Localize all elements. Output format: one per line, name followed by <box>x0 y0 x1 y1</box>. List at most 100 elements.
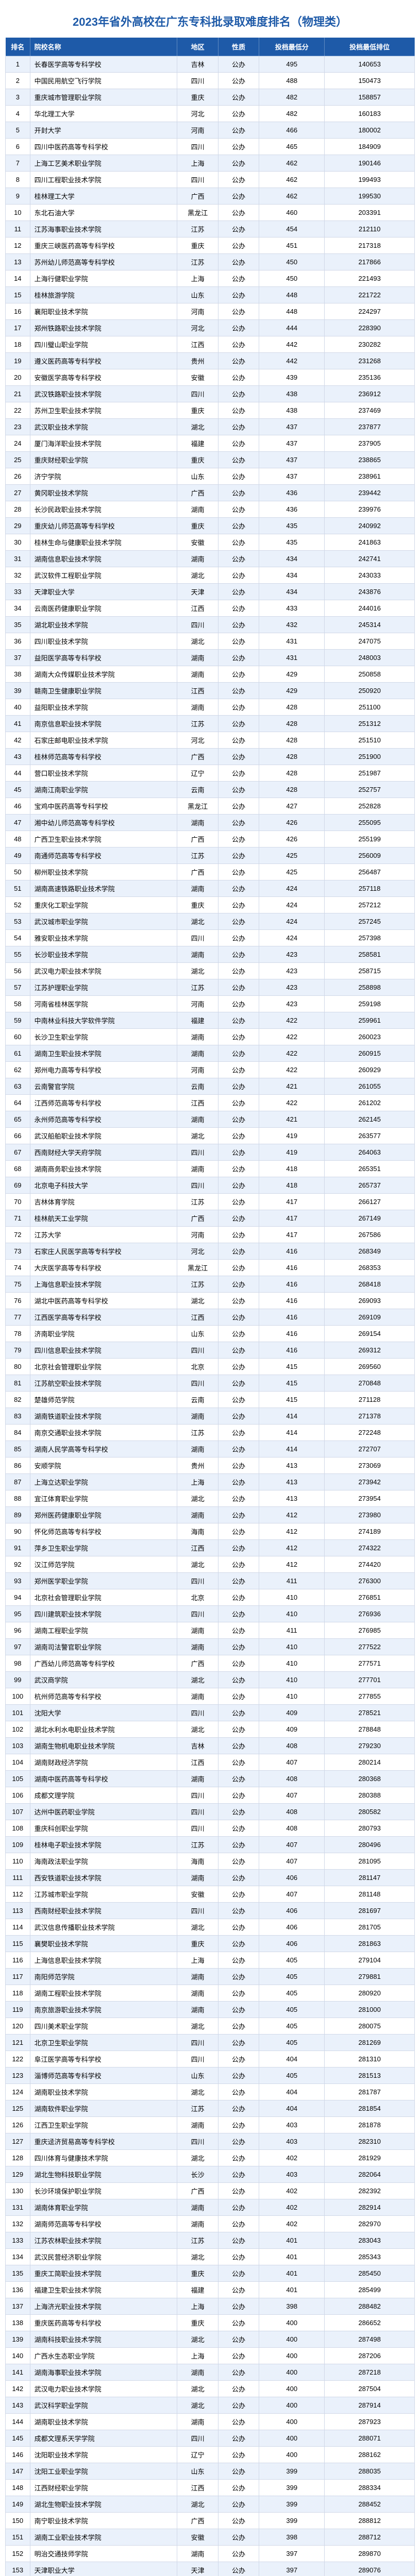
table-row: 57江苏护理职业学院江苏公办423258898 <box>6 979 415 996</box>
cell: 公办 <box>218 1523 259 1540</box>
cell: 415 <box>259 1375 325 1392</box>
cell: 108 <box>6 1820 30 1837</box>
cell: 422 <box>259 1095 325 1111</box>
table-row: 12重庆三峡医药高等专科学校重庆公办451217318 <box>6 238 415 254</box>
cell: 127 <box>6 2133 30 2150</box>
cell: 81 <box>6 1375 30 1392</box>
cell: 60 <box>6 1029 30 1045</box>
cell: 重庆 <box>177 2315 218 2331</box>
cell: 401 <box>259 2282 325 2298</box>
cell: 沈阳工业职业学院 <box>30 2463 177 2480</box>
cell: 湖南 <box>177 1029 218 1045</box>
cell: 143 <box>6 2397 30 2414</box>
table-row: 62郑州电力高等专科学校河南公办422260929 <box>6 1062 415 1078</box>
table-row: 18四川璧山职业学院江西公办442230282 <box>6 336 415 353</box>
cell: 湖南 <box>177 501 218 518</box>
table-row: 13苏州幼儿师范高等专科学校江苏公办450217866 <box>6 254 415 270</box>
cell: 公办 <box>218 2496 259 2513</box>
cell: 湖南司法警官职业学院 <box>30 1639 177 1655</box>
table-row: 21武汉铁路职业技术学院四川公办438236912 <box>6 386 415 402</box>
table-row: 122阜江医学高等专科学校四川公办404281310 <box>6 2051 415 2067</box>
cell: 448 <box>259 287 325 303</box>
table-row: 153天津职业大学天津公办397289076 <box>6 2562 415 2576</box>
table-row: 113西南财经职业技术学院四川公办406281697 <box>6 1903 415 1919</box>
table-row: 14上海行健职业学院上海公办450221493 <box>6 270 415 287</box>
cell: 四川 <box>177 1903 218 1919</box>
cell: 32 <box>6 567 30 584</box>
table-row: 88宜江体育职业学院湖北公办413273954 <box>6 1490 415 1507</box>
cell: 公办 <box>218 2546 259 2562</box>
cell: 湖北 <box>177 2150 218 2166</box>
cell: 282914 <box>325 2199 415 2216</box>
cell: 11 <box>6 221 30 238</box>
cell: 成都文理学院 <box>30 1787 177 1804</box>
cell: 公办 <box>218 1293 259 1309</box>
cell: 公办 <box>218 1606 259 1622</box>
cell: 417 <box>259 1210 325 1227</box>
cell: 沈阳大学 <box>30 1705 177 1721</box>
cell: 401 <box>259 2232 325 2249</box>
cell: 公办 <box>218 979 259 996</box>
cell: 88 <box>6 1490 30 1507</box>
cell: 265737 <box>325 1177 415 1194</box>
table-row: 115襄樊职业技术学院重庆公办406281863 <box>6 1936 415 1952</box>
cell: 公办 <box>218 534 259 551</box>
cell: 482 <box>259 89 325 106</box>
cell: 公办 <box>218 633 259 650</box>
cell: 公办 <box>218 963 259 979</box>
cell: 264063 <box>325 1144 415 1161</box>
cell: 湖南 <box>177 551 218 567</box>
cell: 湖南 <box>177 1622 218 1639</box>
cell: 辽宁 <box>177 2447 218 2463</box>
cell: 4 <box>6 106 30 122</box>
cell: 湖南 <box>177 880 218 897</box>
cell: 公办 <box>218 402 259 419</box>
cell: 106 <box>6 1787 30 1804</box>
cell: 四川璧山职业学院 <box>30 336 177 353</box>
cell: 121 <box>6 2035 30 2051</box>
cell: 公办 <box>218 435 259 452</box>
table-row: 112江苏城市职业学院安徽公办407281148 <box>6 1886 415 1903</box>
cell: 282310 <box>325 2133 415 2150</box>
cell: 湖南 <box>177 1111 218 1128</box>
table-row: 20安徽医学高等专科学校安徽公办439235136 <box>6 369 415 386</box>
cell: 四川工程职业技术学院 <box>30 172 177 188</box>
cell: 280214 <box>325 1754 415 1771</box>
cell: 山东 <box>177 468 218 485</box>
cell: 406 <box>259 1919 325 1936</box>
cell: 495 <box>259 56 325 73</box>
cell: 454 <box>259 221 325 238</box>
cell: 公办 <box>218 1490 259 1507</box>
cell: 269560 <box>325 1359 415 1375</box>
cell: 公办 <box>218 2364 259 2381</box>
cell: 公办 <box>218 1738 259 1754</box>
cell: 243033 <box>325 567 415 584</box>
cell: 湖北 <box>177 963 218 979</box>
table-row: 8四川工程职业技术学院四川公办462199493 <box>6 172 415 188</box>
table-row: 64江西师范高等专科学校江西公办422261202 <box>6 1095 415 1111</box>
cell: 102 <box>6 1721 30 1738</box>
table-row: 87上海立达职业学院上海公办413273942 <box>6 1474 415 1490</box>
cell: 424 <box>259 913 325 930</box>
table-row: 38湖南大众传媒职业技术学院湖南公办429250858 <box>6 666 415 683</box>
cell: 117 <box>6 1969 30 1985</box>
cell: 公办 <box>218 1144 259 1161</box>
cell: 公办 <box>218 650 259 666</box>
cell: 公办 <box>218 452 259 468</box>
table-row: 16襄阳职业技术学院河南公办448224297 <box>6 303 415 320</box>
cell: 46 <box>6 798 30 815</box>
cell: 长春医学高等专科学校 <box>30 56 177 73</box>
cell: 公办 <box>218 2430 259 2447</box>
cell: 288035 <box>325 2463 415 2480</box>
cell: 37 <box>6 650 30 666</box>
cell: 湖南生物机电职业技术学院 <box>30 1738 177 1754</box>
cell: 桂林电子职业技术学院 <box>30 1837 177 1853</box>
table-row: 5开封大学河南公办466180002 <box>6 122 415 139</box>
cell: 公办 <box>218 2298 259 2315</box>
cell: 281787 <box>325 2084 415 2100</box>
cell: 湖北 <box>177 419 218 435</box>
table-row: 114武汉信息传播职业技术学院湖北公办406281705 <box>6 1919 415 1936</box>
cell: 湖南中医药高等专科学校 <box>30 1771 177 1787</box>
cell: 31 <box>6 551 30 567</box>
cell: 湖南 <box>177 946 218 963</box>
